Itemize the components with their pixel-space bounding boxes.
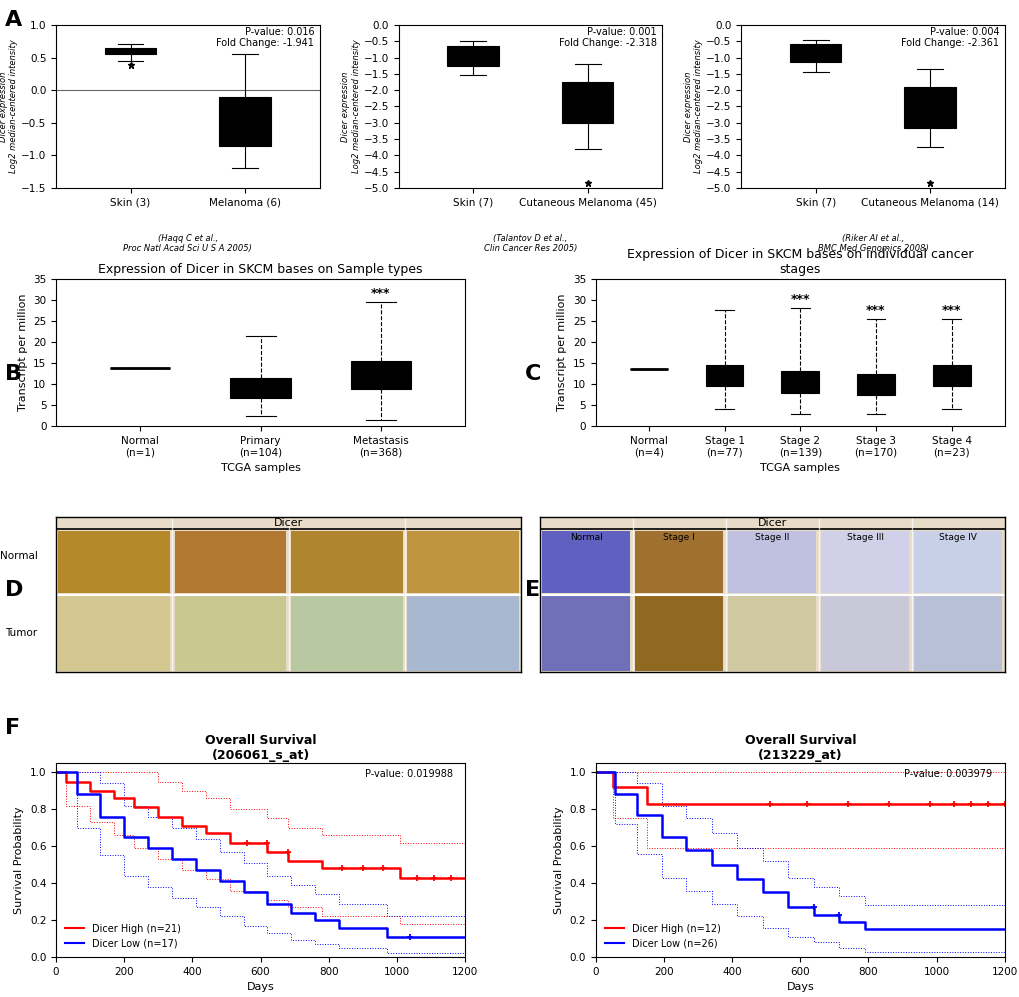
Y-axis label: Transcript per million: Transcript per million: [17, 294, 28, 411]
PathPatch shape: [447, 46, 498, 66]
Bar: [58, 531, 170, 593]
Bar: [541, 596, 630, 671]
Text: Stage I: Stage I: [662, 532, 694, 541]
Bar: [290, 531, 403, 593]
Text: E: E: [525, 580, 540, 600]
Text: C: C: [525, 364, 541, 384]
Text: P-value: 0.003979: P-value: 0.003979: [904, 769, 991, 779]
Bar: [820, 531, 909, 593]
Bar: [913, 596, 1002, 671]
Bar: [728, 596, 815, 671]
PathPatch shape: [230, 378, 290, 398]
PathPatch shape: [931, 365, 970, 386]
Bar: [407, 596, 519, 671]
Legend: Dicer High (n=12), Dicer Low (n=26): Dicer High (n=12), Dicer Low (n=26): [600, 919, 723, 952]
Title: Overall Survival
(213229_at): Overall Survival (213229_at): [744, 734, 855, 762]
Text: Stage II: Stage II: [754, 532, 789, 541]
PathPatch shape: [351, 361, 411, 389]
PathPatch shape: [219, 97, 271, 146]
X-axis label: TCGA samples: TCGA samples: [220, 464, 301, 474]
Text: P-value: 0.016
Fold Change: -1.941: P-value: 0.016 Fold Change: -1.941: [216, 27, 314, 48]
PathPatch shape: [561, 82, 612, 123]
Text: A: A: [5, 10, 22, 30]
X-axis label: Days: Days: [247, 982, 274, 992]
Bar: [290, 596, 403, 671]
X-axis label: Days: Days: [786, 982, 813, 992]
Title: Overall Survival
(206061_s_at): Overall Survival (206061_s_at): [205, 734, 316, 762]
Bar: [635, 596, 722, 671]
Text: Normal: Normal: [570, 532, 602, 541]
Bar: [541, 531, 630, 593]
Text: (Riker AI et al.,
BMC Med Genomics 2008): (Riker AI et al., BMC Med Genomics 2008): [817, 233, 927, 253]
Text: Dicer: Dicer: [757, 518, 786, 528]
Text: B: B: [5, 364, 22, 384]
Text: Stage IV: Stage IV: [938, 532, 976, 541]
PathPatch shape: [789, 45, 841, 63]
Bar: [174, 531, 286, 593]
PathPatch shape: [105, 48, 156, 54]
Bar: [407, 531, 519, 593]
Title: Expression of Dicer in SKCM bases on individual cancer
stages: Expression of Dicer in SKCM bases on ind…: [627, 248, 972, 276]
Text: Stage III: Stage III: [846, 532, 882, 541]
Bar: [728, 531, 815, 593]
Y-axis label: Survival Probability: Survival Probability: [14, 807, 24, 914]
Text: Dicer: Dicer: [274, 518, 303, 528]
Text: (Talantov D et al.,
Clin Cancer Res 2005): (Talantov D et al., Clin Cancer Res 2005…: [483, 233, 577, 253]
Y-axis label: Dicer expression
Log2 median-centered intensity: Dicer expression Log2 median-centered in…: [0, 40, 18, 173]
Text: P-value: 0.004
Fold Change: -2.361: P-value: 0.004 Fold Change: -2.361: [901, 27, 999, 48]
Bar: [174, 596, 286, 671]
PathPatch shape: [904, 87, 955, 128]
Y-axis label: Dicer expression
Log2 median-centered intensity: Dicer expression Log2 median-centered in…: [341, 40, 361, 173]
Text: F: F: [5, 718, 20, 738]
Text: ***: ***: [371, 287, 390, 300]
Text: ***: ***: [790, 293, 809, 306]
PathPatch shape: [856, 374, 894, 395]
Title: Expression of Dicer in SKCM bases on Sample types: Expression of Dicer in SKCM bases on Sam…: [98, 263, 422, 276]
Bar: [820, 596, 909, 671]
Text: ***: ***: [941, 304, 961, 317]
Text: P-value: 0.019988: P-value: 0.019988: [365, 769, 452, 779]
PathPatch shape: [705, 365, 743, 386]
Y-axis label: Transcript per million: Transcript per million: [556, 294, 567, 411]
Text: Tumor: Tumor: [5, 628, 38, 638]
Bar: [635, 531, 722, 593]
Bar: [58, 596, 170, 671]
Text: Normal: Normal: [0, 550, 38, 560]
Text: P-value: 0.001
Fold Change: -2.318: P-value: 0.001 Fold Change: -2.318: [558, 27, 656, 48]
Bar: [913, 531, 1002, 593]
Y-axis label: Survival Probability: Survival Probability: [553, 807, 564, 914]
Text: (Haqq C et al.,
Proc Natl Acad Sci U S A 2005): (Haqq C et al., Proc Natl Acad Sci U S A…: [123, 233, 252, 253]
Legend: Dicer High (n=21), Dicer Low (n=17): Dicer High (n=21), Dicer Low (n=17): [61, 919, 184, 952]
Text: D: D: [5, 580, 23, 600]
X-axis label: TCGA samples: TCGA samples: [759, 464, 840, 474]
Text: ***: ***: [865, 304, 884, 317]
Y-axis label: Dicer expression
Log2 median-centered intensity: Dicer expression Log2 median-centered in…: [684, 40, 703, 173]
PathPatch shape: [781, 372, 818, 393]
